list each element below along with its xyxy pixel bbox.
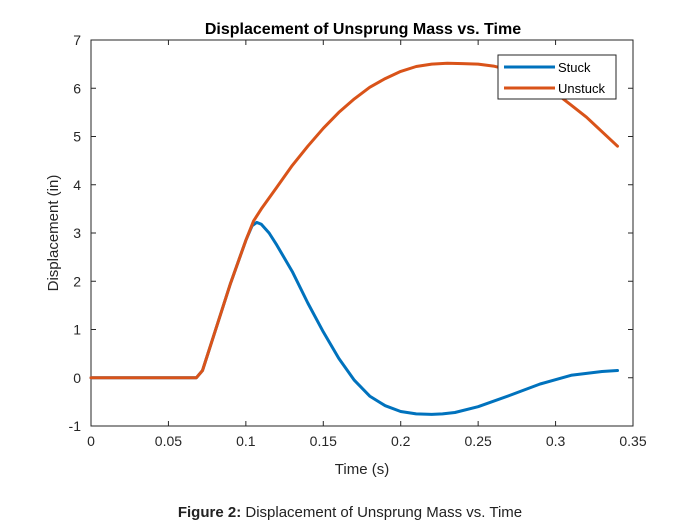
y-tick-label: 5 [73, 129, 81, 145]
y-tick-label: 1 [73, 322, 81, 338]
y-axis-ticks: -1 0 1 2 3 4 5 6 7 [69, 32, 633, 434]
x-tick-label: 0 [87, 433, 95, 449]
figure-caption: Figure 2: Displacement of Unsprung Mass … [0, 504, 700, 521]
y-tick-label: 6 [73, 80, 81, 96]
x-tick-label: 0.35 [619, 433, 646, 449]
legend-label-stuck: Stuck [558, 60, 591, 75]
legend-label-unstuck: Unstuck [558, 81, 605, 96]
x-axis-label: Time (s) [335, 461, 389, 478]
x-tick-label: 0.1 [236, 433, 256, 449]
y-tick-label: 3 [73, 225, 81, 241]
x-tick-label: 0.2 [391, 433, 411, 449]
legend-box [497, 54, 617, 100]
x-tick-label: 0.05 [155, 433, 182, 449]
legend: Stuck Unstuck [497, 54, 617, 100]
y-tick-label: -1 [69, 418, 82, 434]
y-tick-label: 0 [73, 370, 81, 386]
plot-area [90, 39, 634, 427]
figure-caption-text: Displacement of Unsprung Mass vs. Time [245, 504, 523, 521]
x-tick-label: 0.25 [465, 433, 492, 449]
x-axis-ticks: 0 0.05 0.1 0.15 0.2 0.25 0.3 0.35 [87, 40, 647, 449]
y-axis-label: Displacement (in) [45, 175, 62, 292]
chart-title: Displacement of Unsprung Mass vs. Time [205, 21, 521, 38]
y-tick-label: 2 [73, 273, 81, 289]
y-tick-label: 7 [73, 32, 81, 48]
y-tick-label: 4 [73, 177, 81, 193]
x-tick-label: 0.15 [310, 433, 337, 449]
x-tick-label: 0.3 [546, 433, 566, 449]
figure-caption-label: Figure 2: [177, 504, 242, 521]
displacement-chart: Displacement of Unsprung Mass vs. Time 0… [45, 21, 647, 478]
